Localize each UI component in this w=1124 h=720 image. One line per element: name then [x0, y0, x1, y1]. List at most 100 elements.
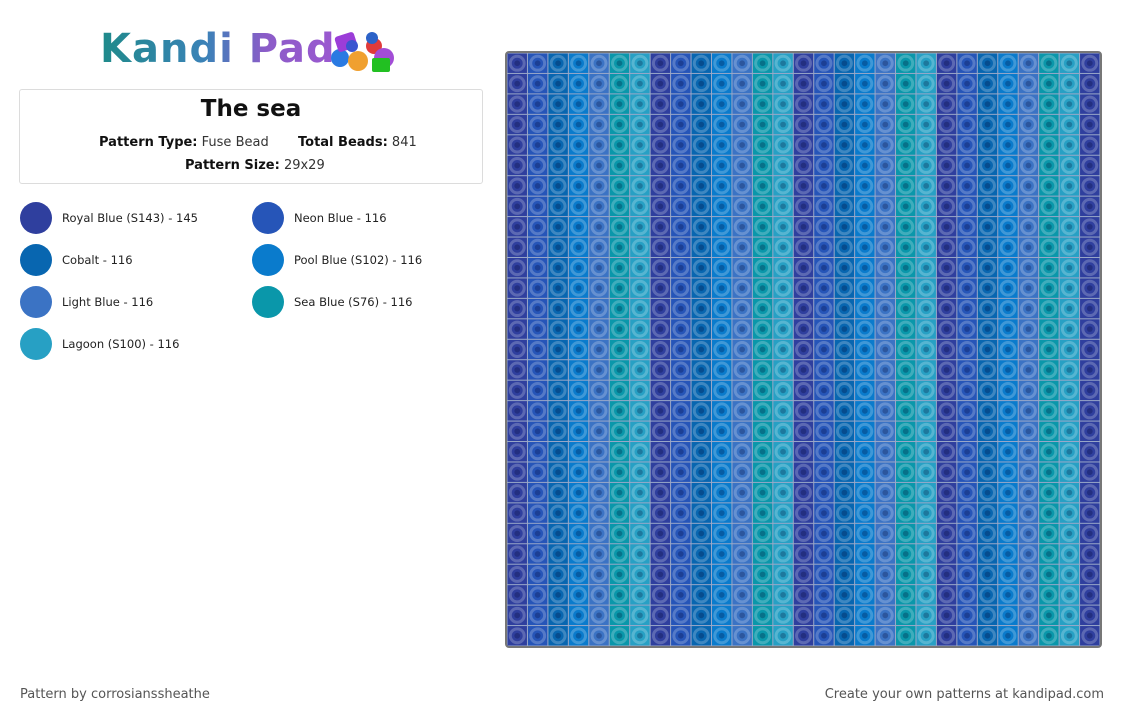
bead — [732, 237, 752, 257]
bead — [896, 544, 916, 564]
bead — [855, 523, 875, 544]
bead — [630, 626, 650, 646]
bead — [793, 339, 814, 360]
bead — [507, 360, 527, 380]
bead — [589, 626, 609, 646]
bead — [691, 421, 711, 442]
bead — [1080, 73, 1100, 94]
bead — [507, 503, 527, 523]
bead — [507, 155, 527, 176]
bead — [916, 135, 936, 155]
bead — [609, 237, 630, 257]
bead-grid — [507, 53, 1100, 646]
bead — [834, 339, 855, 360]
bead — [589, 523, 609, 544]
bead — [1059, 421, 1080, 442]
bead — [936, 421, 957, 442]
bead — [814, 53, 834, 73]
bead — [671, 585, 691, 605]
bead — [732, 564, 752, 585]
bead — [875, 339, 896, 360]
bead — [896, 360, 916, 380]
bead — [630, 360, 650, 380]
bead — [1018, 523, 1039, 544]
bead — [998, 360, 1018, 380]
bead — [671, 482, 691, 503]
bead — [548, 585, 568, 605]
bead — [773, 217, 793, 237]
bead — [671, 462, 691, 482]
legend-item: Pool Blue (S102) - 116 — [252, 243, 422, 277]
bead — [773, 53, 793, 73]
bead — [732, 523, 752, 544]
bead — [977, 421, 998, 442]
bead — [957, 360, 977, 380]
bead — [1039, 94, 1059, 114]
bead — [507, 564, 527, 585]
bead — [671, 442, 691, 462]
bead — [977, 401, 998, 421]
bead — [650, 462, 671, 482]
bead — [957, 257, 977, 278]
bead — [896, 217, 916, 237]
bead — [793, 53, 814, 73]
bead — [752, 544, 773, 564]
bead — [814, 176, 834, 196]
bead — [671, 73, 691, 94]
bead — [896, 53, 916, 73]
bead — [1018, 298, 1039, 319]
bead — [834, 73, 855, 94]
bead — [1059, 442, 1080, 462]
bead — [875, 114, 896, 135]
bead — [732, 626, 752, 646]
bead — [732, 94, 752, 114]
bead — [671, 237, 691, 257]
bead — [998, 339, 1018, 360]
bead — [773, 155, 793, 176]
bead — [630, 114, 650, 135]
kandi-pad-logo[interactable]: Kandi Pad — [100, 22, 410, 80]
bead — [977, 380, 998, 401]
bead — [732, 339, 752, 360]
bead — [752, 626, 773, 646]
bead — [936, 114, 957, 135]
bead — [630, 135, 650, 155]
bead — [957, 155, 977, 176]
bead — [855, 544, 875, 564]
bead — [1080, 564, 1100, 585]
bead — [1059, 257, 1080, 278]
bead — [691, 401, 711, 421]
bead — [1059, 626, 1080, 646]
bead — [1080, 401, 1100, 421]
legend-item: Royal Blue (S143) - 145 — [20, 201, 198, 235]
bead — [834, 605, 855, 626]
bead — [507, 176, 527, 196]
bead — [589, 196, 609, 217]
bead — [1059, 196, 1080, 217]
bead — [855, 237, 875, 257]
bead — [589, 176, 609, 196]
bead — [650, 421, 671, 442]
bead — [507, 319, 527, 339]
bead — [977, 114, 998, 135]
bead — [711, 217, 732, 237]
pattern-type: Pattern Type: Fuse Bead — [99, 135, 269, 150]
bead — [752, 421, 773, 442]
bead — [671, 564, 691, 585]
bead — [916, 339, 936, 360]
bead — [589, 114, 609, 135]
bead — [671, 217, 691, 237]
kandipad-promo-link[interactable]: Create your own patterns at kandipad.com — [824, 687, 1104, 702]
bead — [568, 482, 589, 503]
bead — [752, 462, 773, 482]
bead — [834, 442, 855, 462]
bead — [896, 585, 916, 605]
pattern-size-value: 29x29 — [283, 158, 325, 173]
bead — [548, 523, 568, 544]
bead — [1039, 442, 1059, 462]
bead — [814, 503, 834, 523]
bead — [1039, 155, 1059, 176]
bead — [691, 319, 711, 339]
bead — [814, 564, 834, 585]
bead — [1039, 421, 1059, 442]
